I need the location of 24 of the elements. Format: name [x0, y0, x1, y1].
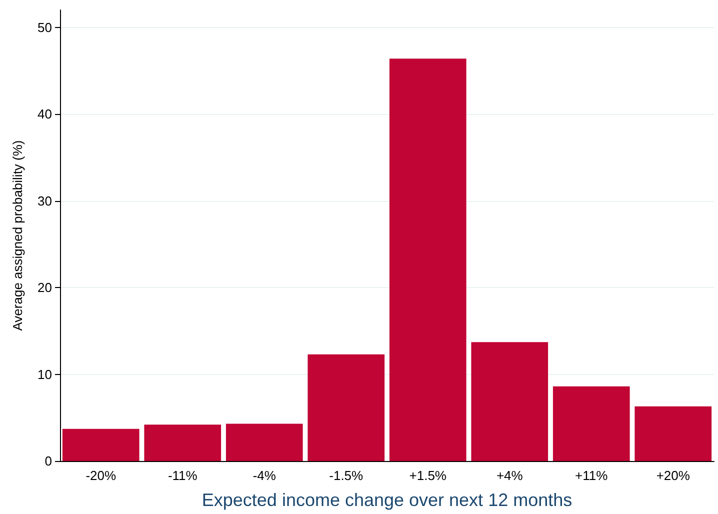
bar: [144, 424, 222, 461]
bar: [389, 58, 466, 461]
x-tick-label: -20%: [86, 468, 116, 483]
x-tick-label: +1.5%: [409, 468, 447, 483]
bar: [62, 428, 140, 461]
x-tick-label: -4%: [252, 468, 276, 483]
y-axis-title: Average assigned probability (%): [10, 140, 25, 331]
x-axis-title: Expected income change over next 12 months: [202, 490, 572, 510]
x-tick-label: +11%: [575, 468, 608, 483]
y-tick-label: 50: [38, 20, 52, 35]
x-tick-label: +20%: [656, 468, 690, 483]
x-tick-label: -11%: [168, 468, 198, 483]
bar: [552, 386, 630, 461]
bar: [226, 424, 303, 461]
bar: [634, 406, 712, 461]
y-tick-label: 10: [38, 366, 52, 382]
y-tick-label: 20: [38, 280, 52, 296]
y-tick-label: 0: [44, 454, 52, 468]
y-tick-label: 30: [38, 193, 52, 208]
x-tick-label: +4%: [496, 468, 524, 483]
bar: [471, 342, 548, 461]
y-tick-label: 40: [38, 106, 52, 122]
bar: [308, 354, 385, 461]
x-tick-label: -1.5%: [329, 468, 364, 483]
